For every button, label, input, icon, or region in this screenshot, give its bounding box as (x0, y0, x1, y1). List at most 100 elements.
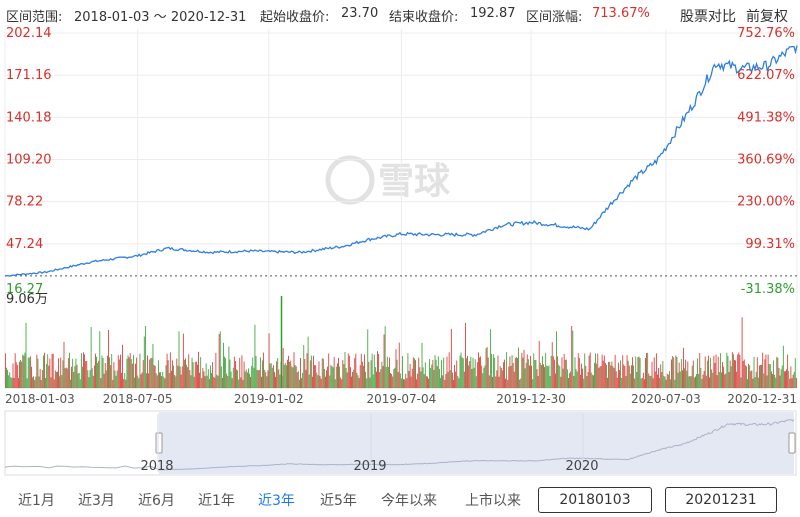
volume-bar (244, 371, 246, 388)
volume-bar (532, 379, 534, 388)
y-tick-label-right: 622.07% (737, 68, 795, 83)
volume-bar (133, 355, 134, 388)
volume-bar (376, 371, 377, 388)
volume-bar (594, 362, 595, 388)
volume-bar (578, 358, 580, 388)
volume-bar (147, 355, 148, 388)
forward-adjust-button[interactable]: 前复权 (746, 9, 788, 25)
volume-bar (213, 376, 215, 388)
volume-bar (216, 374, 218, 388)
period-6m[interactable]: 近6月 (138, 493, 175, 509)
period-1m[interactable]: 近1月 (18, 493, 55, 509)
volume-bar (543, 364, 544, 388)
volume-bar (517, 358, 518, 388)
volume-bar (769, 364, 771, 388)
end-date-input[interactable]: 20201231 (665, 487, 777, 513)
volume-bar (124, 373, 126, 388)
volume-bar (403, 379, 404, 388)
volume-bar (565, 359, 567, 388)
period-3y[interactable]: 近3年 (258, 493, 295, 509)
volume-bar (548, 365, 550, 388)
volume-bar (49, 358, 51, 388)
volume-bar (407, 353, 409, 388)
volume-bar (689, 375, 691, 388)
volume-bar (108, 330, 109, 388)
stock-compare-button[interactable]: 股票对比 (680, 9, 736, 25)
period-since-listing[interactable]: 上市以来 (465, 493, 521, 509)
volume-bar (336, 363, 338, 388)
volume-bar (680, 359, 682, 388)
period-1y[interactable]: 近1年 (198, 493, 235, 509)
volume-bar (556, 331, 557, 388)
volume-bar (382, 366, 384, 388)
volume-bar (172, 360, 173, 388)
volume-bar (219, 331, 221, 388)
volume-bar (152, 344, 154, 388)
range-navigator[interactable]: 2018 2019 2020 (4, 410, 797, 476)
volume-bar (206, 375, 208, 388)
navigator-left-handle[interactable] (155, 432, 163, 454)
volume-bar (580, 374, 581, 388)
volume-bar (495, 376, 497, 388)
volume-bar (440, 377, 441, 388)
volume-bar (137, 375, 139, 388)
volume-bar (140, 374, 142, 388)
volume-bar (684, 368, 685, 388)
volume-bar (20, 360, 21, 388)
volume-bar (472, 357, 474, 388)
end-price-label: 结束收盘价: (389, 10, 459, 25)
volume-bar (599, 366, 601, 388)
volume-bar (338, 357, 339, 388)
volume-bar (420, 371, 422, 388)
volume-bar (275, 376, 276, 388)
volume-bar (278, 369, 280, 388)
volume-bar (590, 372, 592, 388)
volume-bar (674, 379, 676, 388)
volume-bar (786, 369, 787, 388)
volume-bar (623, 364, 625, 388)
volume-bar (177, 365, 179, 388)
start-date-input[interactable]: 20180103 (538, 487, 652, 513)
volume-bar (776, 357, 778, 388)
volume-bar (616, 377, 618, 388)
volume-bar (210, 365, 211, 388)
volume-bar (698, 373, 700, 388)
volume-bar (727, 356, 729, 388)
volume-bar (37, 358, 39, 388)
volume-bar (498, 376, 500, 388)
period-3m[interactable]: 近3月 (78, 493, 115, 509)
range-value: 2018-01-03 ～ 2020-12-31 (74, 10, 247, 25)
volume-bar (419, 367, 421, 388)
volume-bar (535, 359, 537, 388)
volume-bar (659, 377, 661, 388)
volume-bar (634, 378, 636, 388)
x-tick-label: 2020-12-31 (727, 392, 797, 406)
volume-bar (617, 362, 619, 388)
volume-bar (664, 376, 666, 388)
volume-bar (627, 360, 629, 388)
volume-bar (458, 378, 460, 388)
volume-bar (169, 352, 171, 388)
volume-bar (378, 354, 380, 388)
navigator-right-handle[interactable] (788, 432, 796, 454)
volume-bar (628, 365, 630, 388)
main-grid (4, 29, 798, 388)
volume-bar (123, 379, 125, 388)
volume-bar (466, 358, 467, 388)
volume-bar (533, 353, 535, 388)
period-5y[interactable]: 近5年 (320, 493, 357, 509)
volume-bar (83, 352, 84, 388)
volume-bar (28, 357, 30, 388)
y-tick-label-right: 752.76% (737, 26, 795, 41)
volume-bar (690, 376, 692, 388)
volume-bar (486, 347, 488, 388)
volume-bar (176, 358, 178, 388)
volume-bar (26, 378, 28, 388)
volume-bar (444, 379, 446, 388)
volume-bar (785, 371, 786, 388)
navigator-selected-range[interactable] (159, 412, 794, 474)
volume-bar (754, 377, 756, 388)
chart-area[interactable]: 雪球 202.14 171.16 140.18 109.20 78.22 47.24 16.… (0, 0, 800, 482)
volume-bar (168, 373, 170, 388)
period-ytd[interactable]: 今年以来 (381, 493, 437, 509)
